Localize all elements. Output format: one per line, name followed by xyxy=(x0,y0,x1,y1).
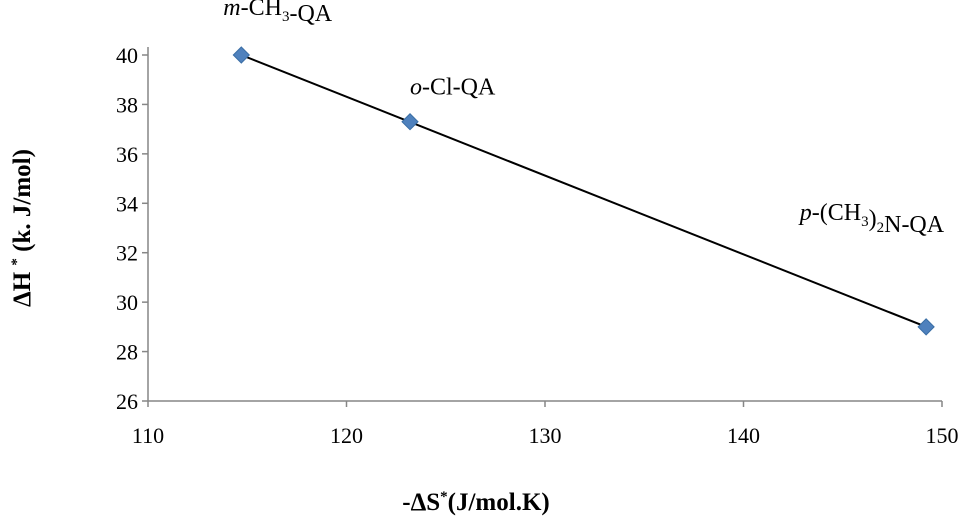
y-tick-label: 28 xyxy=(116,340,138,365)
y-tick-label: 32 xyxy=(116,241,138,266)
y-tick-label: 38 xyxy=(116,92,138,117)
x-tick-label: 150 xyxy=(926,423,959,448)
data-point xyxy=(917,318,935,336)
x-tick-label: 120 xyxy=(330,423,363,448)
y-tick-label: 34 xyxy=(116,191,138,216)
data-point xyxy=(401,113,419,131)
data-point xyxy=(232,46,251,64)
trendline xyxy=(240,54,927,328)
x-axis-title: -ΔS*(J/mol.K) xyxy=(402,489,549,516)
x-tick-label: 110 xyxy=(132,423,164,448)
y-tick-label: 40 xyxy=(116,43,138,68)
x-tick-label: 140 xyxy=(727,423,760,448)
trendline-layer xyxy=(240,54,927,328)
data-points xyxy=(232,46,935,336)
point-labels: m-CH3-QA o-Cl-QA p-(CH3)2N-QA xyxy=(223,0,944,238)
point-label: m-CH3-QA xyxy=(223,0,333,27)
y-axis-title: ΔH * (k. J/mol) xyxy=(9,149,36,307)
point-label: p-(CH3)2N-QA xyxy=(798,200,945,238)
y-tick-label: 36 xyxy=(116,142,138,167)
axes xyxy=(142,47,943,407)
point-label: o-Cl-QA xyxy=(410,75,496,101)
y-tick-label: 30 xyxy=(116,290,138,315)
x-tick-label: 130 xyxy=(529,423,562,448)
y-tick-label: 26 xyxy=(116,389,138,414)
tick-labels: 110 120 130 140 150 26 28 30 32 34 36 38 40 xyxy=(116,43,959,448)
